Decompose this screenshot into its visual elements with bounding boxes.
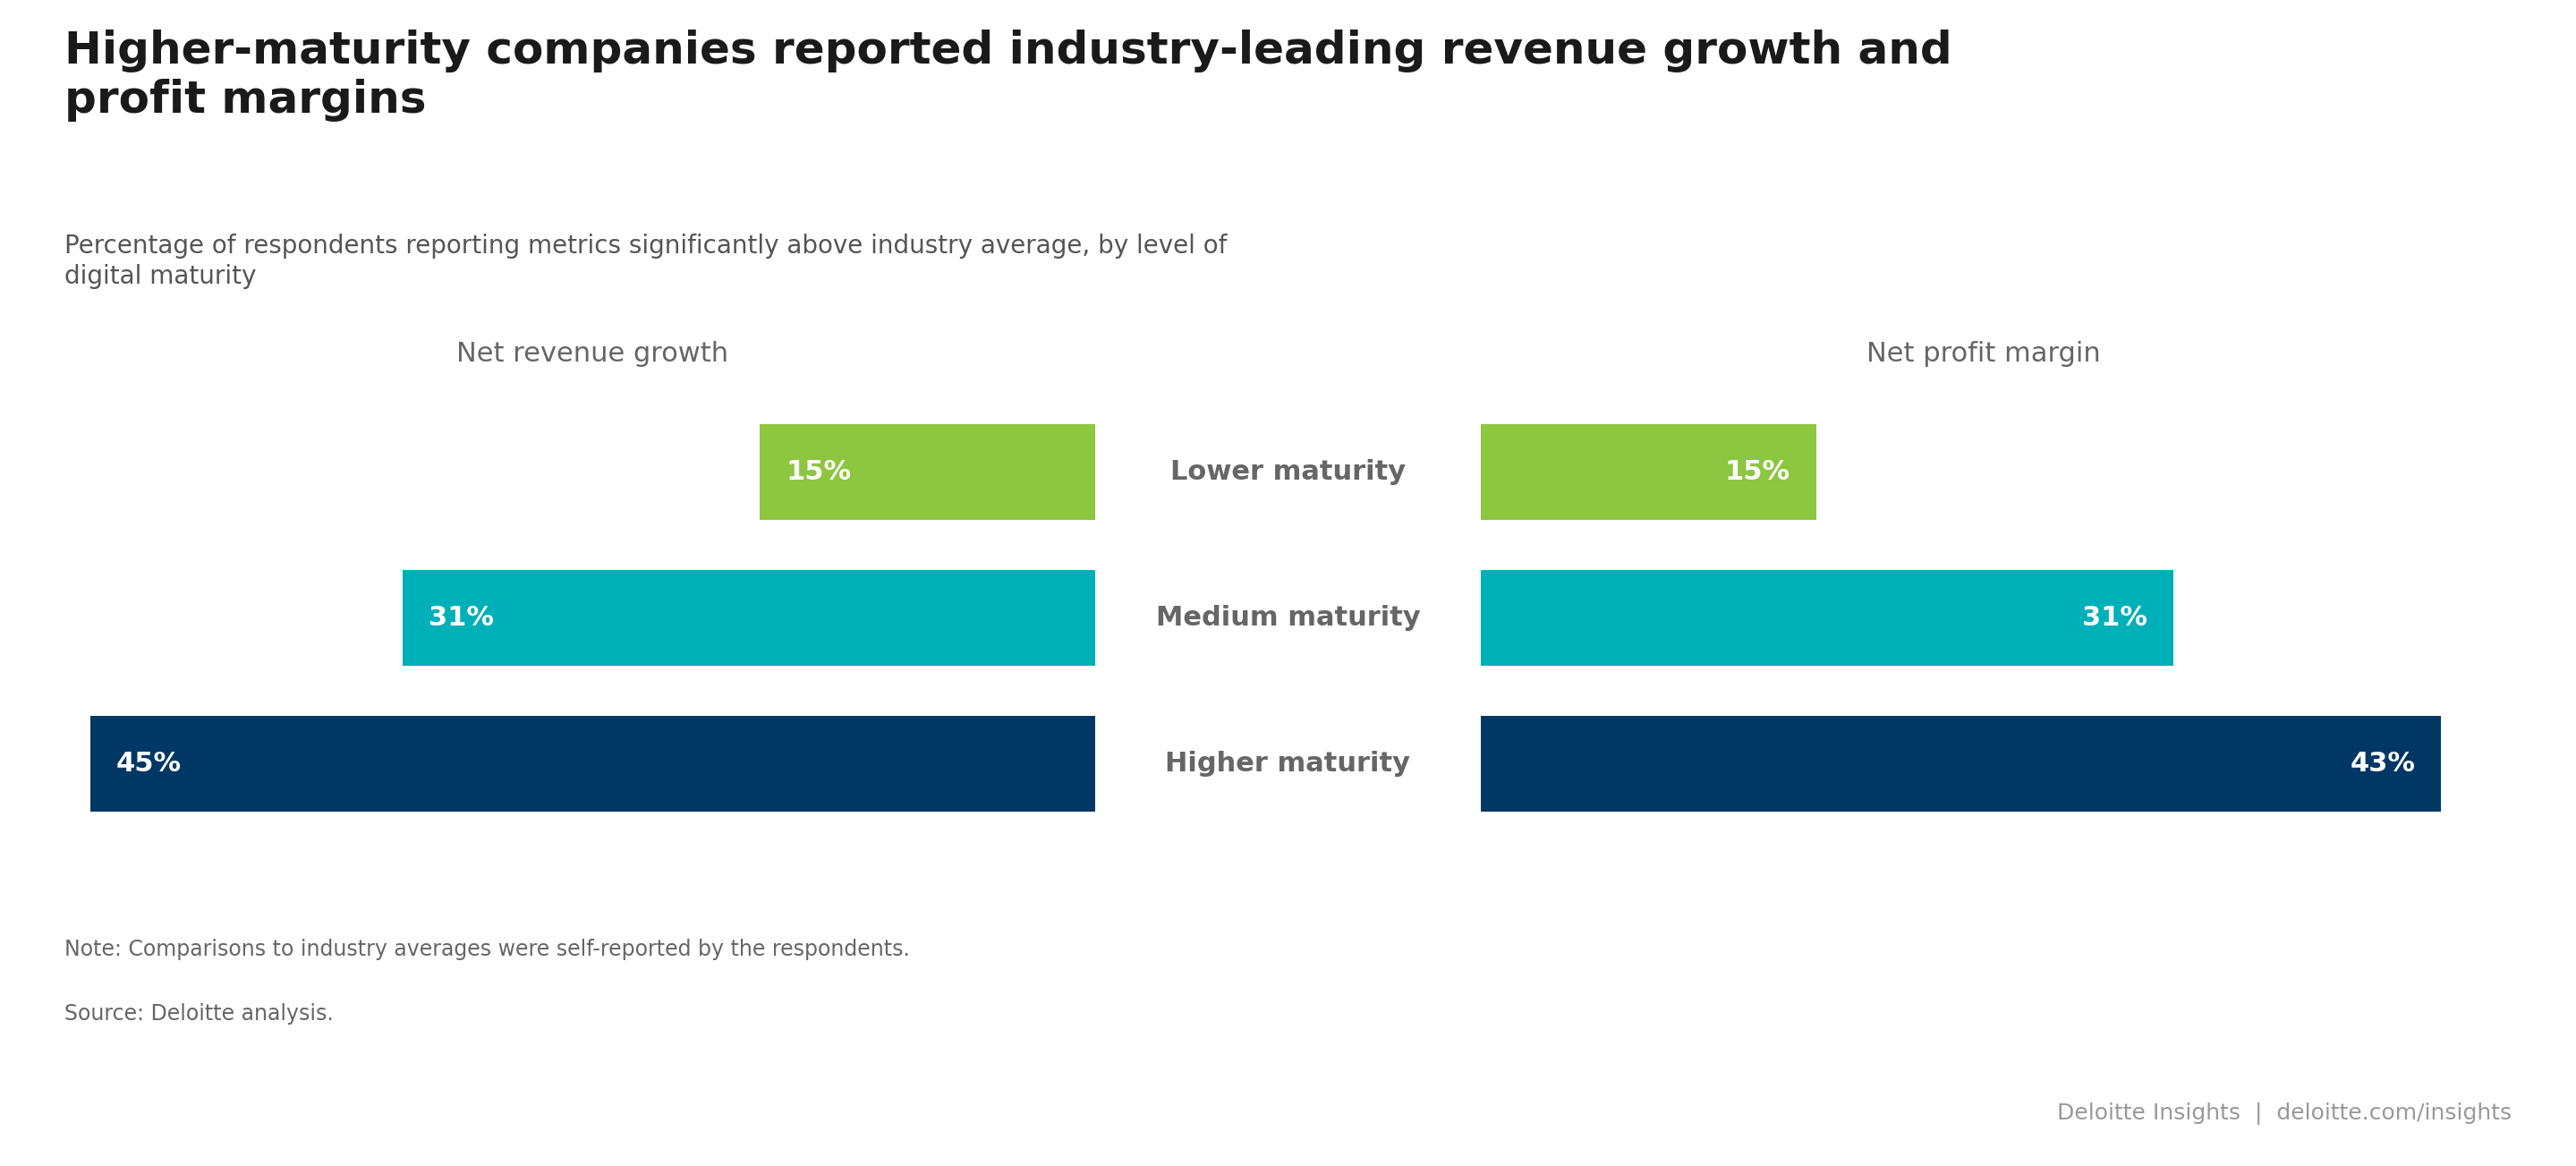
Text: Source: Deloitte analysis.: Source: Deloitte analysis. [64, 1003, 332, 1024]
Text: Net profit margin: Net profit margin [1868, 342, 2099, 367]
FancyBboxPatch shape [90, 716, 1095, 812]
FancyBboxPatch shape [1481, 570, 2174, 666]
Text: 31%: 31% [428, 605, 495, 631]
Text: Lower maturity: Lower maturity [1170, 459, 1406, 485]
Text: 15%: 15% [1726, 459, 1790, 485]
FancyBboxPatch shape [402, 570, 1095, 666]
Text: 43%: 43% [2349, 751, 2416, 777]
FancyBboxPatch shape [1481, 424, 1816, 520]
Text: Medium maturity: Medium maturity [1157, 605, 1419, 631]
Text: Deloitte Insights  |  deloitte.com/insights: Deloitte Insights | deloitte.com/insight… [2058, 1103, 2512, 1125]
Text: 31%: 31% [2081, 605, 2148, 631]
Text: 45%: 45% [116, 751, 180, 777]
FancyBboxPatch shape [760, 424, 1095, 520]
Text: Higher-maturity companies reported industry-leading revenue growth and
profit ma: Higher-maturity companies reported indus… [64, 29, 1953, 122]
Text: Higher maturity: Higher maturity [1164, 751, 1412, 777]
Text: Net revenue growth: Net revenue growth [456, 342, 729, 367]
Text: 15%: 15% [786, 459, 850, 485]
FancyBboxPatch shape [1481, 716, 2442, 812]
Text: Note: Comparisons to industry averages were self-reported by the respondents.: Note: Comparisons to industry averages w… [64, 939, 909, 960]
Text: Percentage of respondents reporting metrics significantly above industry average: Percentage of respondents reporting metr… [64, 233, 1226, 289]
